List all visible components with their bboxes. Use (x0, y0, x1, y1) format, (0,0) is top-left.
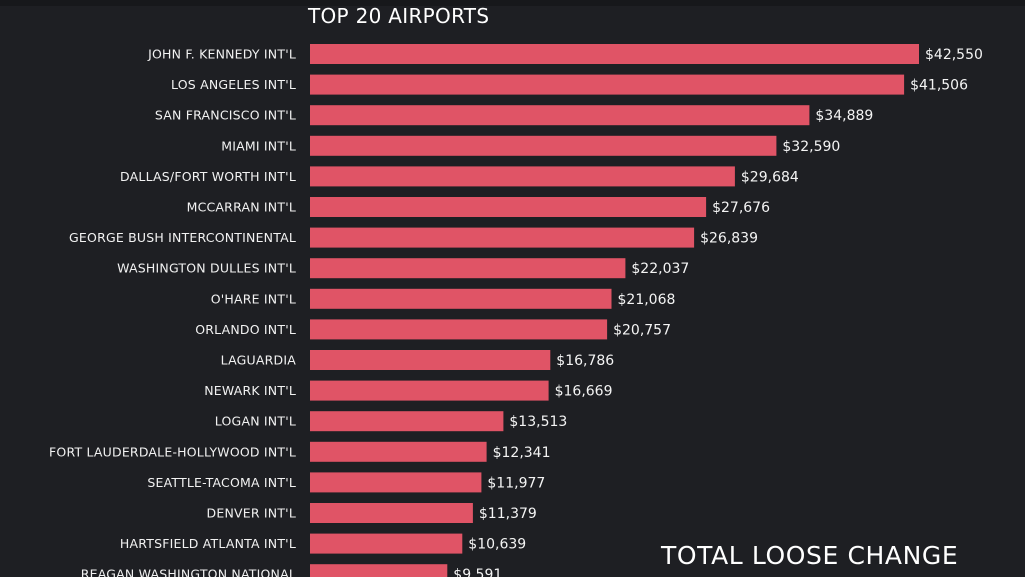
value-label: $10,639 (468, 537, 526, 553)
category-label: DALLAS/FORT WORTH INT'L (120, 169, 296, 184)
bar (310, 380, 549, 401)
bar (310, 227, 695, 248)
category-label: MIAMI INT'L (221, 138, 296, 153)
value-label: $27,676 (712, 200, 770, 216)
bar (310, 288, 612, 309)
bar (310, 564, 448, 577)
category-label: ORLANDO INT'L (195, 322, 296, 337)
bar (310, 74, 905, 95)
category-label: NEWARK INT'L (204, 383, 296, 398)
value-label: $22,037 (631, 261, 689, 277)
category-label: HARTSFIELD ATLANTA INT'L (120, 536, 296, 551)
value-label: $26,839 (700, 231, 758, 247)
value-label: $9,591 (453, 567, 502, 577)
bar (310, 105, 810, 126)
bar (310, 166, 735, 187)
bar (310, 503, 473, 523)
category-label: LAGUARDIA (221, 353, 297, 368)
bar (310, 319, 608, 340)
category-label: SAN FRANCISCO INT'L (155, 108, 296, 123)
bar (310, 44, 919, 64)
category-label: GEORGE BUSH INTERCONTINENTAL (69, 230, 296, 245)
bar (310, 472, 482, 493)
category-label: MCCARRAN INT'L (187, 200, 296, 215)
value-label: $21,068 (618, 292, 676, 308)
value-label: $41,506 (910, 78, 968, 94)
value-label: $20,757 (613, 322, 671, 338)
category-label: WASHINGTON DULLES INT'L (117, 261, 296, 276)
value-label: $34,889 (815, 108, 873, 124)
top-strip (0, 0, 1025, 6)
value-label: $29,684 (741, 169, 799, 185)
bar (310, 411, 504, 432)
category-label: LOS ANGELES INT'L (171, 77, 296, 92)
category-label: JOHN F. KENNEDY INT'L (147, 47, 296, 62)
category-label: SEATTLE-TACOMA INT'L (147, 475, 296, 490)
value-label: $13,513 (509, 414, 567, 430)
chart-title: TOP 20 AIRPORTS (308, 4, 490, 28)
value-label: $12,341 (493, 445, 551, 461)
bar (310, 258, 626, 279)
bar (310, 197, 707, 217)
value-label: $32,590 (782, 139, 840, 155)
bar (310, 350, 551, 370)
chart-subtitle: TOTAL LOOSE CHANGE (661, 541, 959, 570)
bar (310, 135, 777, 156)
value-label: $16,786 (556, 353, 614, 369)
value-label: $42,550 (925, 47, 983, 63)
category-label: DENVER INT'L (207, 506, 296, 521)
value-label: $16,669 (555, 384, 613, 400)
category-label: O'HARE INT'L (211, 291, 296, 306)
category-label: REAGAN WASHINGTON NATIONAL (81, 567, 296, 577)
bar (310, 441, 487, 462)
value-label: $11,977 (487, 475, 545, 491)
category-label: LOGAN INT'L (215, 414, 296, 429)
value-label: $11,379 (479, 506, 537, 522)
bar (310, 533, 463, 554)
category-label: FORT LAUDERDALE-HOLLYWOOD INT'L (49, 444, 296, 459)
